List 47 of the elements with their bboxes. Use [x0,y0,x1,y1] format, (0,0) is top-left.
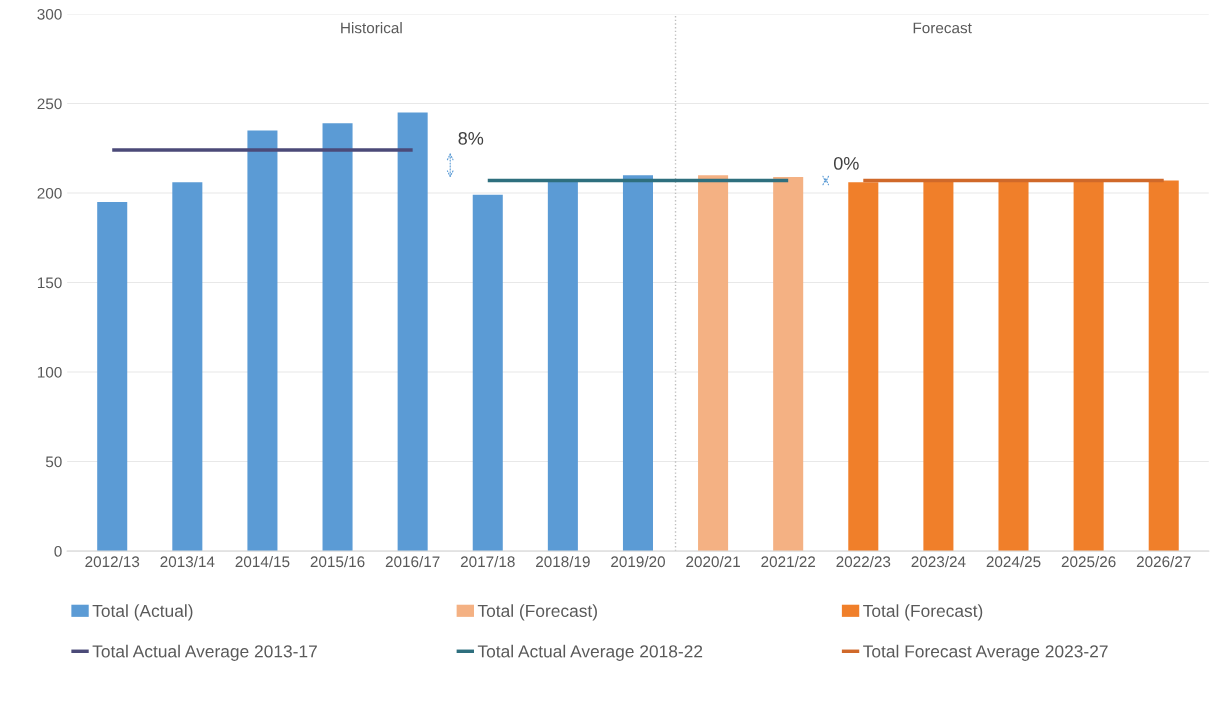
bar [698,175,729,552]
annotation: 0% [833,157,859,170]
bar [622,175,653,552]
y-tick-label: 100 [37,366,62,378]
bar [547,180,578,552]
y-tick-label: 0 [54,545,62,557]
bar [472,194,503,552]
x-tick-label: 2019/20 [611,555,665,568]
bar [1148,180,1179,552]
x-tick-label: 2023/24 [911,555,966,568]
x-tick-label: 2017/18 [460,555,515,568]
x-tick-label: 2022/23 [836,555,891,568]
x-tick-label: 2012/13 [85,555,140,568]
x-tick-label: 2024/25 [986,555,1041,568]
bar [848,182,879,552]
bar [172,182,203,552]
y-tick-label: 300 [37,8,62,20]
y-tick-label: 200 [37,187,62,199]
bar [397,112,428,552]
bar [773,176,804,552]
legend-label: Total Actual Average 2018-22 [477,644,703,661]
x-tick-label: 2013/14 [160,555,215,568]
annotation: Historical [341,22,402,34]
legend-label: Total (Forecast) [477,604,597,621]
x-tick-label: 2025/26 [1061,555,1116,568]
annotation: Forecast [913,22,972,34]
legend-label: Total Forecast Average 2023-27 [863,644,1108,661]
legend-label: Total Actual Average 2013-17 [92,644,317,661]
x-tick-label: 2021/22 [761,555,816,568]
annotation: 8% [458,131,484,145]
y-tick-label: 250 [37,98,62,110]
x-tick-label: 2014/15 [235,555,290,568]
y-tick-label: 150 [37,277,62,289]
x-tick-label: 2020/21 [686,555,740,568]
legend-label: Total (Forecast) [863,604,983,621]
bar [97,202,128,552]
x-tick-label: 2016/17 [385,555,440,568]
x-tick-label: 2018/19 [536,555,590,568]
bar [998,180,1029,552]
y-tick-label: 50 [45,456,62,468]
bar [322,123,353,552]
bar [247,130,278,552]
x-tick-label: 2015/16 [310,555,365,568]
legend-label: Total (Actual) [92,604,193,621]
x-tick-label: 2026/27 [1136,555,1191,568]
bar [923,180,954,552]
bar [1073,180,1104,552]
